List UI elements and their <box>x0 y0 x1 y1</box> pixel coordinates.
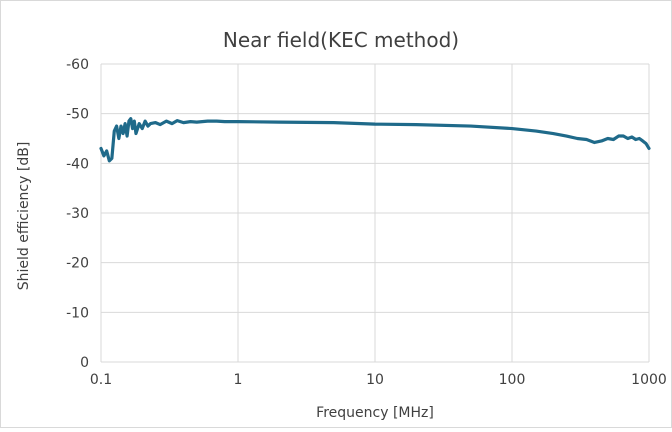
x-tick-label: 1000 <box>631 372 667 388</box>
grid-lines <box>100 63 650 363</box>
x-tick-label: 100 <box>499 372 526 388</box>
y-tick-labels: -60 -50 -40 -30 -20 -10 0 <box>66 57 89 371</box>
y-tick-label: -20 <box>66 256 89 272</box>
series-lines <box>99 117 651 163</box>
x-axis-label: Frequency [MHz] <box>316 405 434 421</box>
y-tick-label: -30 <box>66 206 89 222</box>
y-tick-label: -10 <box>66 305 89 321</box>
x-tick-labels: 0.1 1 10 100 1000 <box>90 372 667 388</box>
y-tick-label: -40 <box>66 156 89 172</box>
y-tick-label: -60 <box>66 57 89 73</box>
y-tick-label: 0 <box>80 355 89 371</box>
x-tick-label: 0.1 <box>90 372 112 388</box>
y-tick-label: -50 <box>66 107 89 123</box>
x-tick-label: 1 <box>234 372 243 388</box>
x-tick-label: 10 <box>366 372 384 388</box>
series-line <box>99 117 651 163</box>
y-axis-label: Shield efficiency [dB] <box>16 142 32 291</box>
chart-title: Near field(KEC method) <box>223 28 459 52</box>
